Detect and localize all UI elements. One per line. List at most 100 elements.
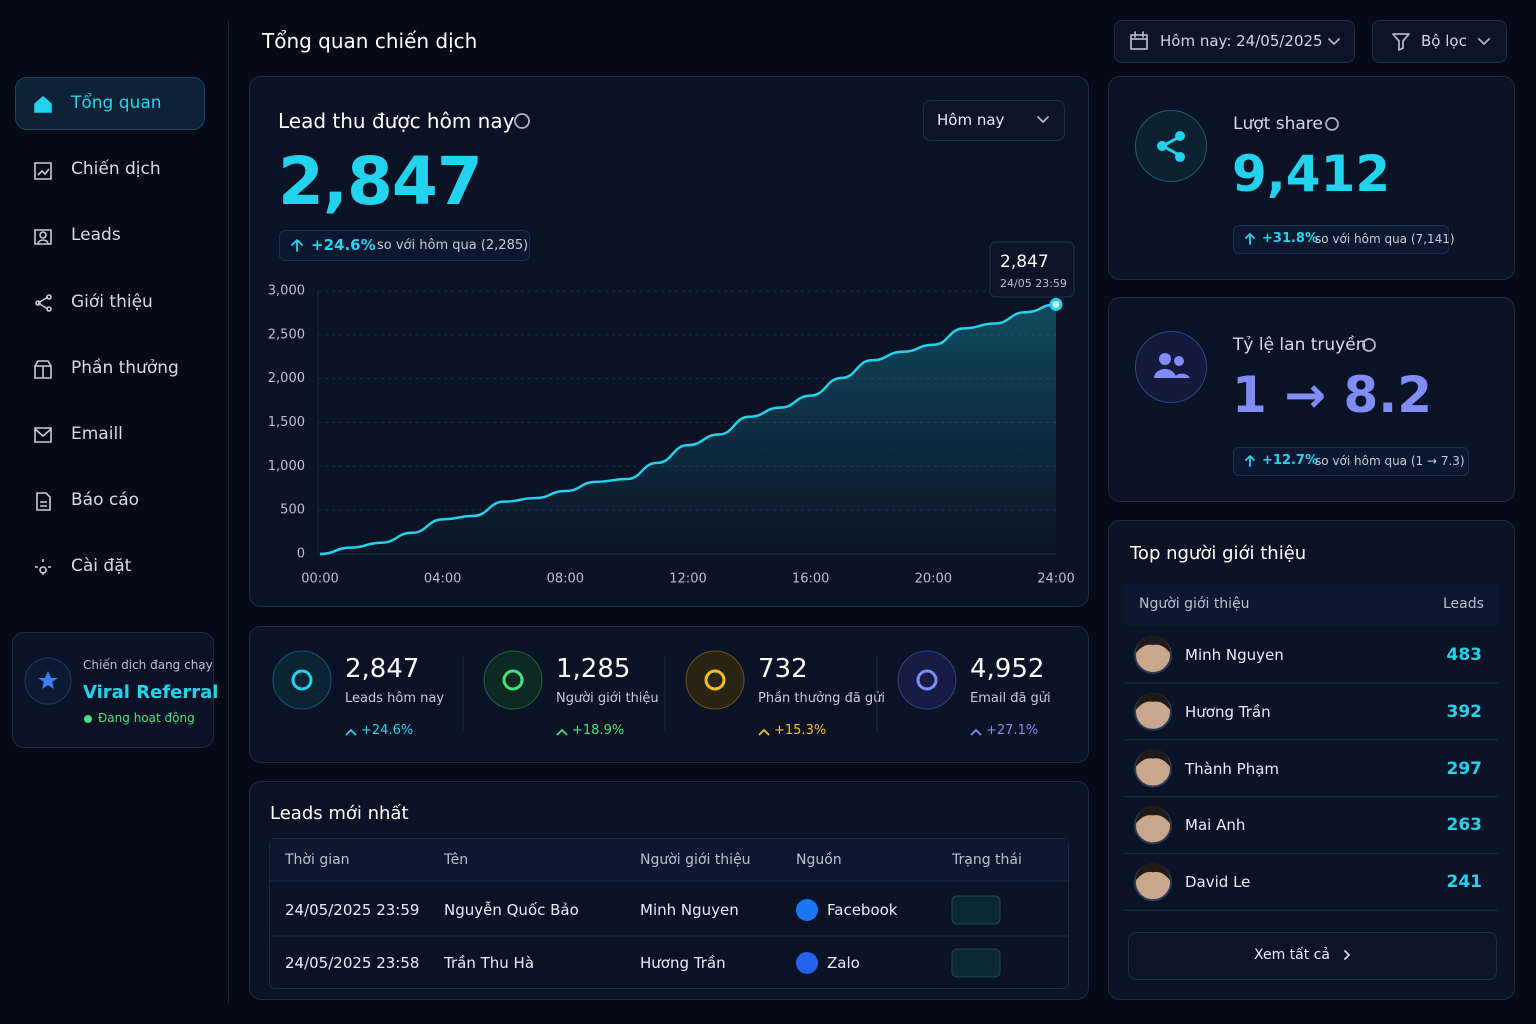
top-name: Mai Anh (1185, 816, 1246, 835)
nav-item[interactable]: Báo cáo (71, 490, 140, 511)
view-all-button[interactable] (1128, 932, 1497, 980)
nav-item[interactable]: Leads (71, 225, 121, 246)
nav-icon (34, 229, 52, 245)
lead-headline: 2,847 (278, 143, 483, 220)
x-tick-label: 24:00 (1037, 572, 1074, 587)
nav-icon (34, 360, 52, 379)
stat-change: +15.3% (774, 723, 827, 738)
status-pill (951, 895, 1001, 925)
campaign-status: Đang hoạt động (98, 711, 195, 725)
x-tick-label: 04:00 (424, 572, 461, 587)
y-tick-label: 1,500 (268, 415, 305, 430)
top-title: Top người giới thiệu (1130, 543, 1307, 564)
stat-label: Email đã gửi (970, 691, 1051, 706)
leads-title: Leads mới nhất (270, 803, 409, 824)
leads-table-frame (269, 838, 1069, 989)
status-dot (84, 715, 92, 723)
lead-change: +24.6% (311, 236, 376, 254)
top-column-header: Người giới thiệu (1139, 596, 1250, 612)
shares-comparison: so với hôm qua (7,141) (1315, 232, 1455, 246)
nav-item[interactable]: Cài đặt (71, 556, 132, 577)
nav-icon (34, 427, 52, 443)
leads-cell: Nguyễn Quốc Bảo (444, 901, 579, 919)
date-text: Hôm nay: 24/05/2025 (1160, 32, 1323, 50)
filter-button[interactable] (1372, 20, 1507, 63)
x-tick-label: 08:00 (547, 572, 584, 587)
stat-label: Người giới thiệu (556, 691, 659, 706)
stat-icon (897, 650, 957, 710)
nav-icon (34, 95, 52, 113)
leads-column-header: Người giới thiệu (640, 852, 751, 868)
star-icon (24, 657, 72, 705)
period-text: Hôm nay (937, 111, 1005, 129)
top-column-header: Leads (1443, 596, 1484, 612)
spread-pill (1233, 447, 1469, 476)
status-pill (951, 948, 1001, 978)
stat-icon (483, 650, 543, 710)
spread-icon (1135, 331, 1207, 403)
share-dots (1157, 131, 1185, 162)
shares-label: Lượt share (1233, 114, 1323, 134)
stat-arrow (556, 728, 568, 736)
avatar-hair (1136, 749, 1170, 767)
nav-icon (34, 162, 52, 180)
leads-card (249, 781, 1089, 1000)
chevron-icon (1037, 38, 1490, 123)
nav-icon (35, 294, 52, 312)
campaign-label: Chiến dịch đang chạy (83, 658, 213, 672)
source-icon (796, 899, 818, 921)
nav-item[interactable]: Tổng quan (71, 93, 162, 113)
top-header-bg (1124, 584, 1499, 625)
top-leads: 297 (1446, 758, 1483, 779)
leads-column-header: Trạng thái (952, 852, 1022, 868)
leads-column-header: Thời gian (285, 852, 350, 868)
nav-icon (36, 492, 51, 511)
leads-cell: 24/05/2025 23:59 (285, 901, 420, 919)
line (319, 303, 1057, 556)
leads-cell: Facebook (827, 901, 898, 919)
tooltip-time: 24/05 23:59 (1000, 277, 1067, 290)
stat-label: Leads hôm nay (345, 691, 445, 706)
arrow-up (291, 233, 1255, 467)
x-tick-label: 16:00 (792, 572, 829, 587)
shares-change: +31.8% (1262, 231, 1318, 246)
leads-cell: Hương Trần (640, 954, 726, 972)
shares-icon (1135, 110, 1207, 182)
stat-value: 732 (758, 654, 808, 684)
view-all-text: Xem tất cả (1254, 947, 1330, 963)
stat-arrow (345, 728, 357, 736)
avatar-hair (1136, 692, 1170, 710)
spread-label: Tỷ lệ lan truyền (1233, 335, 1367, 355)
x-tick-label: 12:00 (669, 572, 706, 587)
avatar-hair (1136, 806, 1170, 824)
stat-icon (272, 650, 332, 710)
top-name: Thành Phạm (1185, 759, 1279, 778)
date-picker[interactable] (1114, 20, 1355, 63)
nav-item[interactable]: Phần thưởng (71, 357, 179, 378)
stat-value: 1,285 (556, 654, 631, 684)
leads-cell: 24/05/2025 23:58 (285, 954, 420, 972)
sidebar-divider (228, 20, 229, 1004)
avatar-hair (1136, 636, 1170, 653)
y-tick-label: 1,000 (268, 459, 305, 474)
info-icon (514, 113, 530, 129)
stat-label: Phần thưởng đã gửi (758, 691, 886, 706)
shares-value: 9,412 (1232, 145, 1391, 203)
filter-text: Bộ lọc (1421, 32, 1467, 50)
stat-glyph (704, 669, 726, 691)
stat-glyph (502, 669, 524, 691)
nav-item[interactable]: Chiến dịch (71, 159, 161, 180)
top-leads: 241 (1446, 872, 1483, 893)
y-tick-label: 3,000 (268, 284, 305, 299)
nav-item[interactable]: Emaill (71, 424, 123, 444)
stat-change: +24.6% (361, 723, 414, 738)
nav-item[interactable]: Giới thiệu (71, 291, 153, 312)
spread-comparison: so với hôm qua (1 → 7.3) (1315, 454, 1465, 468)
avatar-hair (1136, 863, 1170, 881)
stat-arrow (758, 728, 770, 736)
top-leads: 392 (1446, 701, 1483, 722)
info-icon (1325, 117, 1339, 131)
tooltip (989, 241, 1075, 298)
